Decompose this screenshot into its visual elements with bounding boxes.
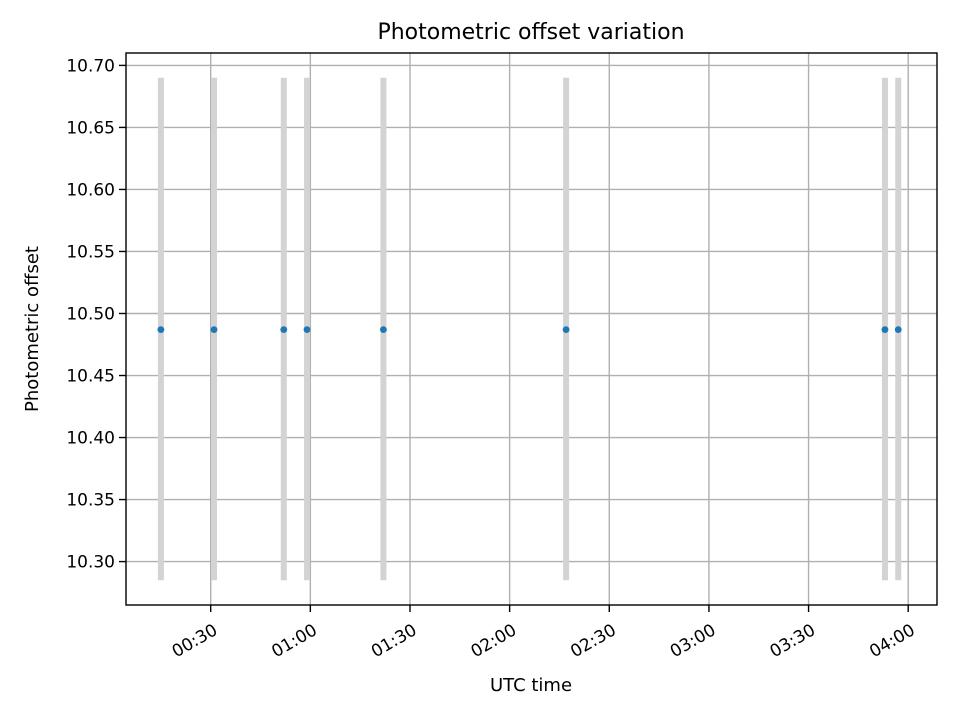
- data-point: [210, 326, 218, 334]
- y-tick-label: 10.55: [66, 242, 115, 262]
- x-axis-ticks: 00:30 01:00 01:30 02:00 02:30 03:00 03:30 04:00: [169, 605, 919, 662]
- y-tick-label: 10.30: [66, 553, 115, 573]
- x-tick-label: 03:00: [667, 620, 719, 662]
- data-point: [157, 326, 165, 334]
- y-tick-label: 10.65: [66, 118, 115, 138]
- x-tick-label: 02:30: [567, 620, 619, 662]
- y-axis-ticks: 10.30 10.35 10.40 10.45 10.50 10.55 10.60 10.65…: [66, 56, 126, 573]
- y-tick-label: 10.50: [66, 304, 115, 324]
- grid: [126, 53, 937, 605]
- y-tick-label: 10.70: [66, 56, 115, 76]
- y-axis-label: Photometric offset: [22, 246, 43, 412]
- x-tick-label: 01:30: [368, 620, 420, 662]
- x-tick-label: 04:00: [866, 620, 918, 662]
- data-point: [881, 326, 889, 334]
- data-point: [562, 326, 570, 334]
- x-tick-label: 03:30: [767, 620, 819, 662]
- y-tick-label: 10.35: [66, 491, 115, 511]
- y-tick-label: 10.60: [66, 180, 115, 200]
- chart-title: Photometric offset variation: [377, 20, 684, 45]
- x-tick-label: 02:00: [468, 620, 520, 662]
- x-tick-label: 01:00: [268, 620, 320, 662]
- data-point: [380, 326, 387, 334]
- data-point: [894, 326, 902, 334]
- error-bars: [157, 77, 902, 581]
- y-tick-label: 10.45: [66, 367, 115, 387]
- y-tick-label: 10.40: [66, 429, 115, 449]
- data-points: [157, 326, 902, 334]
- x-tick-label: 00:30: [169, 620, 221, 662]
- data-point: [280, 326, 288, 334]
- x-axis-label: UTC time: [490, 675, 572, 696]
- plot-frame: [125, 52, 938, 606]
- data-point: [303, 326, 311, 334]
